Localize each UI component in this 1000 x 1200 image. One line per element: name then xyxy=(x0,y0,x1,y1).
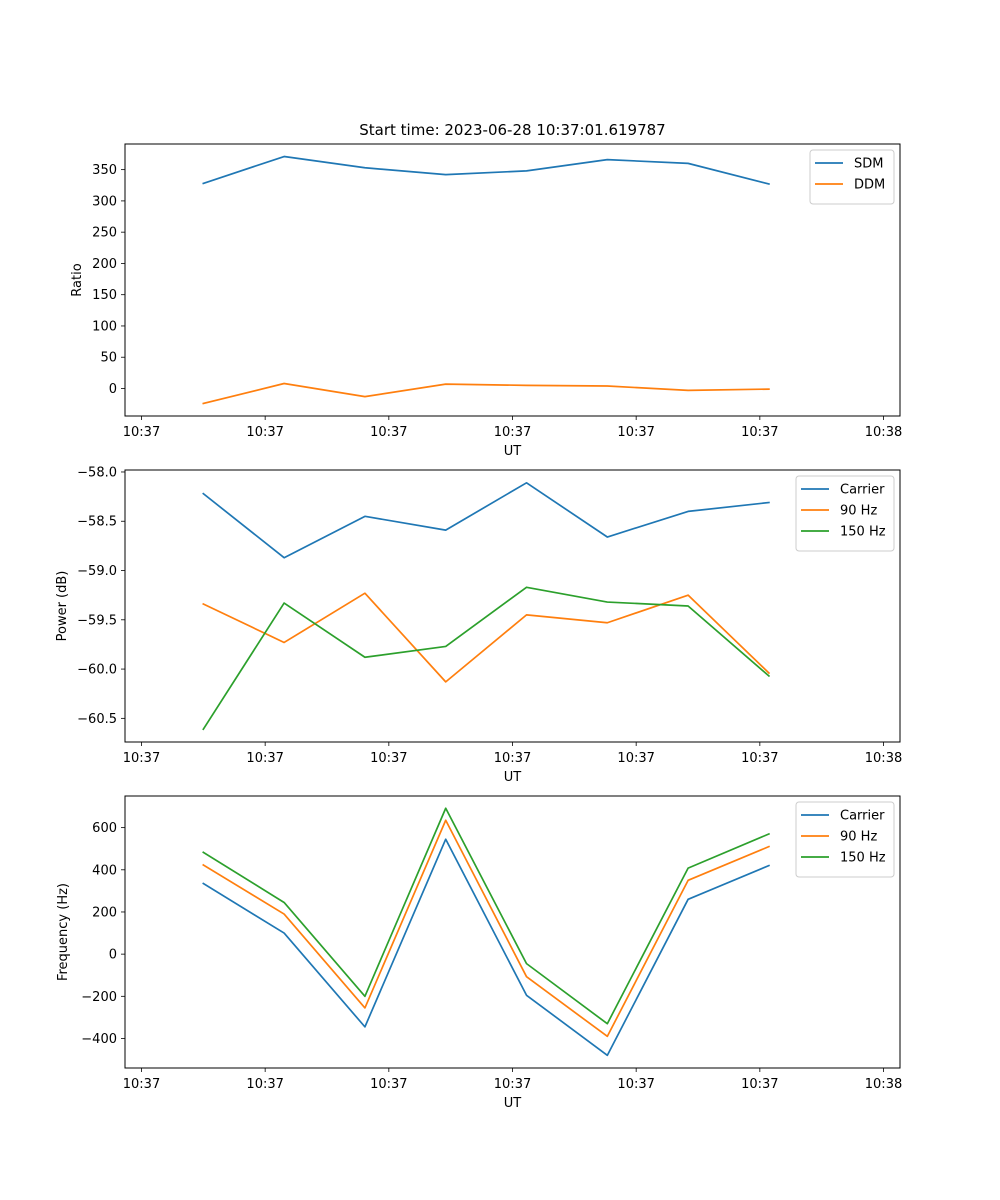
y-tick-label: 200 xyxy=(92,257,117,272)
series-line-90-hz xyxy=(202,592,771,683)
x-tick-label: 10:37 xyxy=(741,751,778,766)
axes-frame xyxy=(124,795,901,1069)
x-tick-label: 10:37 xyxy=(494,1077,531,1092)
series-line-sdm xyxy=(202,155,770,186)
series-line-150-hz xyxy=(202,807,771,1025)
legend-frame xyxy=(795,801,895,878)
y-tick-label: 250 xyxy=(92,226,117,241)
x-tick-label: 10:37 xyxy=(741,1077,778,1092)
y-tick-label: 350 xyxy=(92,163,117,178)
x-tick-label: 10:37 xyxy=(494,751,531,766)
y-tick-label: 600 xyxy=(92,821,117,836)
y-axis-label: Power (dB) xyxy=(55,571,70,642)
x-tick-label: 10:37 xyxy=(617,425,654,440)
series-line-150-hz xyxy=(202,586,771,731)
y-axis-label: Ratio xyxy=(70,263,85,296)
x-tick-label: 10:37 xyxy=(617,751,654,766)
chart-panel-1: 10:37 10:37 10:37 10:37 10:37 10:37 10:38 0 50 10… xyxy=(70,121,902,459)
x-tick-label: 10:37 xyxy=(370,425,407,440)
y-tick-label: −60.0 xyxy=(77,663,117,678)
legend: Carrier 90 Hz 150 Hz xyxy=(795,801,895,878)
chart-title: Start time: 2023-06-28 10:37:01.619787 xyxy=(359,121,665,139)
axes-frame xyxy=(124,143,901,417)
legend: Carrier 90 Hz 150 Hz xyxy=(795,475,895,552)
x-tick-label: 10:37 xyxy=(370,1077,407,1092)
axes-frame xyxy=(124,469,901,743)
x-tick-label: 10:37 xyxy=(123,1077,160,1092)
x-tick-label: 10:38 xyxy=(865,425,902,440)
legend: SDM DDM xyxy=(809,149,895,205)
y-tick-label: −59.0 xyxy=(77,564,117,579)
legend-entry: Carrier xyxy=(840,809,885,824)
chart-panel-3: 10:37 10:37 10:37 10:37 10:37 10:37 10:38 −400 −… xyxy=(56,795,902,1111)
y-tick-label: −400 xyxy=(81,1032,117,1047)
legend-entry: Carrier xyxy=(840,483,885,498)
x-tick-label: 10:37 xyxy=(741,425,778,440)
chart-panel-2: 10:37 10:37 10:37 10:37 10:37 10:37 10:38 −60.5… xyxy=(55,465,902,785)
y-tick-label: −200 xyxy=(81,990,117,1005)
legend-frame xyxy=(795,475,895,552)
x-tick-label: 10:37 xyxy=(123,425,160,440)
y-tick-label: −58.5 xyxy=(77,515,117,530)
series-line-90-hz xyxy=(202,819,771,1038)
y-tick-label: 300 xyxy=(92,194,117,209)
x-tick-label: 10:37 xyxy=(370,751,407,766)
x-tick-label: 10:37 xyxy=(246,425,283,440)
legend-entry: 90 Hz xyxy=(840,504,877,519)
x-tick-label: 10:38 xyxy=(865,1077,902,1092)
y-tick-label: 150 xyxy=(92,288,117,303)
series-line-carrier xyxy=(202,838,771,1057)
legend-entry: 150 Hz xyxy=(840,851,886,866)
y-tick-label: −58.0 xyxy=(77,465,117,480)
x-tick-label: 10:37 xyxy=(617,1077,654,1092)
y-tick-label: 100 xyxy=(92,319,117,334)
legend-entry: 150 Hz xyxy=(840,525,886,540)
y-tick-label: 0 xyxy=(109,382,117,397)
y-tick-label: 50 xyxy=(100,351,117,366)
legend-entry: DDM xyxy=(854,178,885,193)
y-tick-label: 200 xyxy=(92,905,117,920)
y-tick-label: 400 xyxy=(92,863,117,878)
y-tick-label: 0 xyxy=(109,948,117,963)
x-tick-label: 10:37 xyxy=(246,751,283,766)
x-tick-label: 10:37 xyxy=(246,1077,283,1092)
x-axis-label: UT xyxy=(504,770,522,785)
series-line-carrier xyxy=(202,481,770,559)
x-tick-label: 10:38 xyxy=(865,751,902,766)
y-tick-label: −60.5 xyxy=(77,712,117,727)
legend-entry: SDM xyxy=(854,157,883,172)
legend-entry: 90 Hz xyxy=(840,830,877,845)
y-tick-label: −59.5 xyxy=(77,613,117,628)
x-axis-label: UT xyxy=(504,1096,522,1111)
x-tick-label: 10:37 xyxy=(494,425,531,440)
series-line-ddm xyxy=(202,382,770,405)
x-tick-label: 10:37 xyxy=(123,751,160,766)
x-axis-label: UT xyxy=(504,444,522,459)
y-axis-label: Frequency (Hz) xyxy=(56,883,71,981)
